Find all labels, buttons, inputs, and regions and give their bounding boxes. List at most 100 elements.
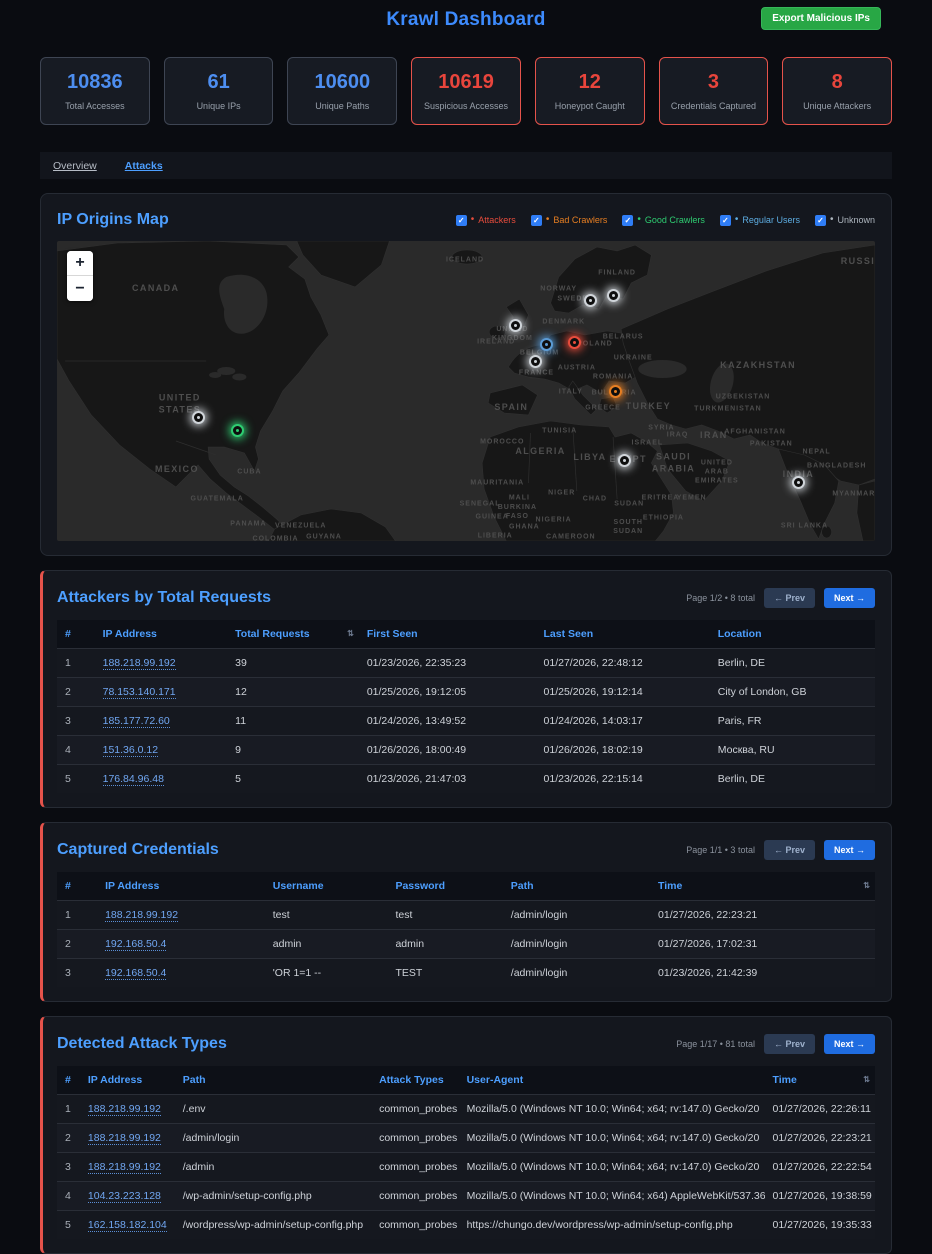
next-page-button[interactable]: Next → xyxy=(823,588,875,608)
next-page-button[interactable]: Next → xyxy=(823,1034,875,1054)
legend-item-bad-crawlers[interactable]: ✓ • Bad Crawlers xyxy=(530,214,607,226)
table-cell: 01/24/2026, 14:03:17 xyxy=(535,706,710,736)
column-header-password[interactable]: Password xyxy=(387,872,503,901)
column-header-[interactable]: # xyxy=(57,1066,80,1095)
stat-card-suspicious-accesses: 10619 Suspicious Accesses xyxy=(411,57,521,125)
column-header-[interactable]: # xyxy=(57,872,98,901)
table-row: 3 185.177.72.60 11 01/24/2026, 13:49:52 01/2… xyxy=(57,706,875,736)
column-header-time[interactable]: Time ⇅ xyxy=(764,1066,875,1095)
legend-item-good-crawlers[interactable]: ✓ • Good Crawlers xyxy=(622,214,705,226)
column-header-location[interactable]: Location xyxy=(709,620,875,649)
ip-address-link[interactable]: 188.218.99.192 xyxy=(87,1103,161,1116)
map-panel-title: IP Origins Map xyxy=(57,211,169,228)
column-header-total-requests[interactable]: Total Requests ⇅ xyxy=(227,620,359,649)
map-zoom-in-button[interactable]: + xyxy=(67,251,93,276)
prev-page-button[interactable]: ← Prev xyxy=(763,840,815,860)
ip-address-link[interactable]: 188.218.99.192 xyxy=(102,657,176,670)
stat-value: 12 xyxy=(578,71,601,93)
tab-attacks[interactable]: Attacks xyxy=(124,159,163,172)
table-cell: admin xyxy=(387,929,503,959)
map-marker-attacker[interactable] xyxy=(567,335,581,349)
tab-overview[interactable]: Overview xyxy=(53,159,97,172)
table-cell: 104.23.223.128 xyxy=(79,1181,175,1211)
legend-item-attackers[interactable]: ✓ • Attackers xyxy=(455,214,516,226)
ip-address-link[interactable]: 151.36.0.12 xyxy=(102,744,159,757)
column-header-ip-address[interactable]: IP Address xyxy=(94,620,228,649)
ip-address-link[interactable]: 188.218.99.192 xyxy=(87,1132,161,1145)
map-marker-bad-crawler[interactable] xyxy=(609,385,623,398)
legend-checkbox[interactable]: ✓ xyxy=(530,214,542,226)
table-cell: Paris, FR xyxy=(709,706,875,736)
table-row: 3 188.218.99.192/admin common_probes Mozill… xyxy=(57,1152,875,1182)
legend-checkbox[interactable]: ✓ xyxy=(719,214,731,226)
table-cell: 4 xyxy=(57,735,95,765)
table-cell: 01/23/2026, 21:47:03 xyxy=(358,764,536,793)
prev-page-button[interactable]: ← Prev xyxy=(763,1034,815,1054)
column-header-time[interactable]: Time ⇅ xyxy=(650,872,875,901)
table-cell: 01/23/2026, 22:15:14 xyxy=(535,764,710,793)
column-header-ip-address[interactable]: IP Address xyxy=(97,872,265,901)
ip-address-link[interactable]: 192.168.50.4 xyxy=(105,967,167,980)
table-cell: /admin/login xyxy=(502,900,651,930)
ip-address-link[interactable]: 188.218.99.192 xyxy=(87,1161,161,1174)
table-row: 1 188.218.99.192 39 01/23/2026, 22:35:23 01/… xyxy=(57,648,875,678)
map-marker-unknown[interactable] xyxy=(509,319,523,332)
table-row: 2 78.153.140.171 12 01/25/2026, 19:12:05 01/… xyxy=(57,677,875,707)
prev-page-button[interactable]: ← Prev xyxy=(763,588,815,608)
sort-icon[interactable]: ⇅ xyxy=(347,629,354,638)
column-header-ip-address[interactable]: IP Address xyxy=(79,1066,175,1095)
legend-dot-icon: • xyxy=(829,214,834,225)
map-marker-unknown[interactable] xyxy=(618,454,632,467)
legend-checkbox[interactable]: ✓ xyxy=(814,214,826,226)
stat-card-credentials-captured: 3 Credentials Captured xyxy=(658,57,769,125)
ip-address-link[interactable]: 185.177.72.60 xyxy=(102,715,170,728)
ip-address-link[interactable]: 188.218.99.192 xyxy=(105,909,179,922)
map-marker-good-crawler[interactable] xyxy=(231,424,245,437)
ip-address-link[interactable]: 104.23.223.128 xyxy=(87,1190,161,1203)
map-marker-unknown[interactable] xyxy=(529,355,543,368)
ip-address-link[interactable]: 176.84.96.48 xyxy=(102,773,164,786)
table-cell: 2 xyxy=(57,929,98,959)
stat-label: Unique IPs xyxy=(196,101,241,111)
ip-address-link[interactable]: 78.153.140.171 xyxy=(102,686,176,699)
table-cell: 3 xyxy=(57,1152,80,1182)
ip-address-link[interactable]: 192.168.50.4 xyxy=(105,938,167,951)
legend-checkbox[interactable]: ✓ xyxy=(455,214,467,226)
next-page-button[interactable]: Next → xyxy=(823,840,875,860)
column-header-path[interactable]: Path xyxy=(174,1066,372,1095)
column-header-path[interactable]: Path xyxy=(502,872,651,901)
legend-checkbox[interactable]: ✓ xyxy=(622,214,634,226)
stat-value: 8 xyxy=(831,71,843,93)
world-map[interactable]: CANADA UNITED STATES MEXICO CUBA GUATEMALA PA… xyxy=(57,241,875,541)
stat-value: 10600 xyxy=(314,71,371,93)
map-marker-unknown[interactable] xyxy=(607,289,621,302)
ip-address-link[interactable]: 162.158.182.104 xyxy=(87,1219,167,1232)
stat-label: Suspicious Accesses xyxy=(423,101,509,111)
map-marker-unknown[interactable] xyxy=(792,476,806,489)
attackers-panel-title: Attackers by Total Requests xyxy=(57,589,271,606)
column-header-username[interactable]: Username xyxy=(264,872,388,901)
legend-item-regular-users[interactable]: ✓ • Regular Users xyxy=(719,214,800,226)
map-marker-regular-user[interactable] xyxy=(539,338,553,351)
map-marker-unknown[interactable] xyxy=(192,410,206,424)
column-header-first-seen[interactable]: First Seen xyxy=(358,620,536,649)
legend-label: Attackers xyxy=(478,215,516,225)
column-header-user-agent[interactable]: User-Agent xyxy=(458,1066,765,1095)
captured-credentials-panel: Captured Credentials Page 1/1 • 3 total … xyxy=(40,822,892,1002)
column-header-last-seen[interactable]: Last Seen xyxy=(535,620,710,649)
sort-icon[interactable]: ⇅ xyxy=(863,881,870,890)
table-cell: 01/26/2026, 18:00:49 xyxy=(358,735,536,765)
sort-icon[interactable]: ⇅ xyxy=(863,1075,870,1084)
attackers-table: # IP Address Total Requests ⇅ First Seen Last… xyxy=(57,620,875,793)
column-header-[interactable]: # xyxy=(57,620,95,649)
table-cell: 39 xyxy=(227,648,359,678)
map-zoom-out-button[interactable]: − xyxy=(67,276,93,301)
table-cell: 01/24/2026, 13:49:52 xyxy=(358,706,536,736)
column-header-attack-types[interactable]: Attack Types xyxy=(371,1066,459,1095)
export-malicious-ips-button[interactable]: Export Malicious IPs xyxy=(761,7,881,30)
legend-item-unknown[interactable]: ✓ • Unknown xyxy=(814,214,875,226)
table-cell: /admin/login xyxy=(502,929,651,959)
table-cell: 01/25/2026, 19:12:14 xyxy=(535,677,710,707)
table-cell: Mozilla/5.0 (Windows NT 10.0; Win64; x64… xyxy=(458,1123,765,1153)
map-marker-unknown[interactable] xyxy=(583,293,597,307)
